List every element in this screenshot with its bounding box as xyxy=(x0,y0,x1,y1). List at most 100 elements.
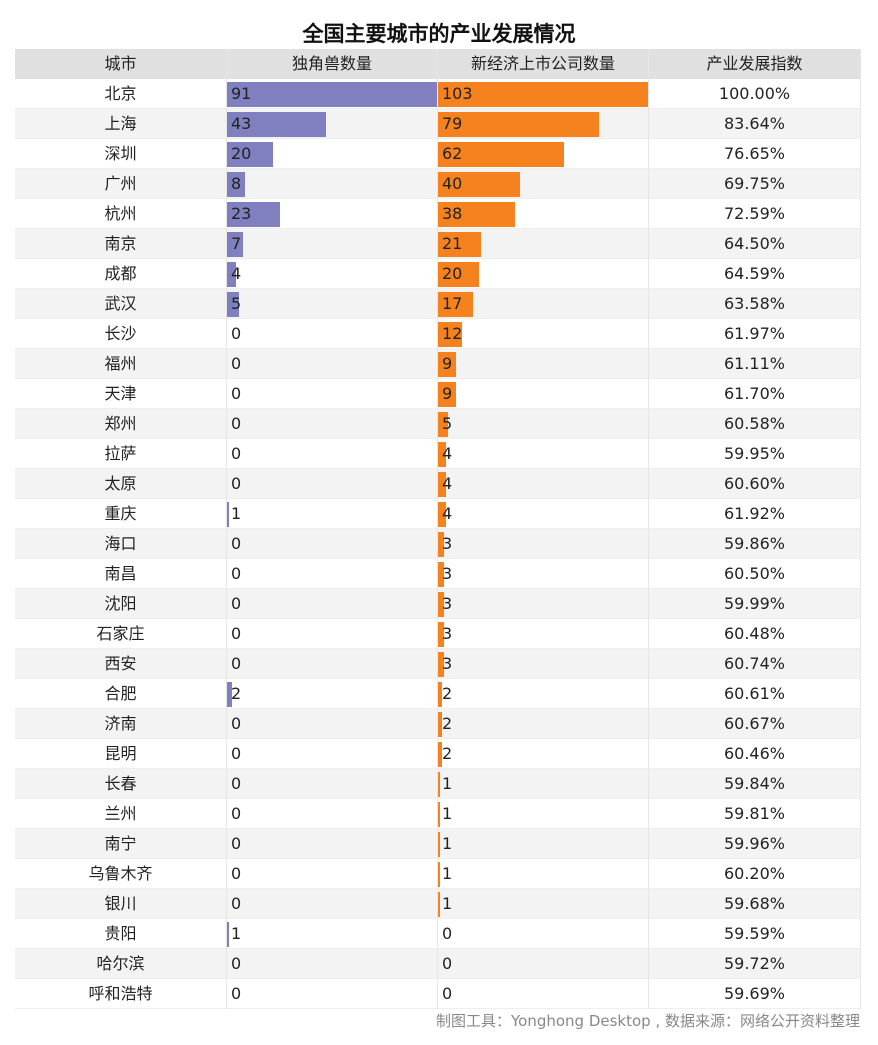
city-cell: 济南 xyxy=(15,709,227,739)
bar-value: 91 xyxy=(231,84,252,103)
city-cell: 合肥 xyxy=(15,679,227,709)
city-cell: 南京 xyxy=(15,229,227,259)
city-cell: 乌鲁木齐 xyxy=(15,859,227,889)
bar-value: 40 xyxy=(442,174,463,193)
title: 全国主要城市的产业发展情况 xyxy=(302,22,576,46)
bar-value: 4 xyxy=(442,474,453,493)
bar-cell: 0 xyxy=(227,949,438,979)
bar-value: 2 xyxy=(442,714,453,733)
bar-cell: 0 xyxy=(227,439,438,469)
table-row xyxy=(15,979,861,1009)
city-cell: 郑州 xyxy=(15,409,227,439)
bar-cell: 0 xyxy=(227,889,438,919)
bar-cell: 9 xyxy=(438,379,649,409)
bar-value: 62 xyxy=(442,144,463,163)
bar-cell: 0 xyxy=(227,319,438,349)
city-cell: 沈阳 xyxy=(15,589,227,619)
bar-cell: 0 xyxy=(227,739,438,769)
bar-cell: 0 xyxy=(438,979,649,1009)
city-cell: 西安 xyxy=(15,649,227,679)
bar-value: 20 xyxy=(231,144,252,163)
bar-cell: 3 xyxy=(438,589,649,619)
city-cell: 武汉 xyxy=(15,289,227,319)
bar-cell: 1 xyxy=(438,829,649,859)
city-cell: 贵阳 xyxy=(15,919,227,949)
data-bar xyxy=(438,352,457,377)
bar-cell: 0 xyxy=(227,559,438,589)
bar-value: 12 xyxy=(442,324,463,343)
footer: 制图工具：Yonghong Desktop , 数据来源：网络公开资料整理 xyxy=(435,1012,860,1030)
bar-value: 17 xyxy=(442,294,463,313)
bar-value: 0 xyxy=(442,984,453,1003)
data-bar xyxy=(438,412,449,437)
index-cell: 60.48% xyxy=(649,619,861,649)
bar-cell: 17 xyxy=(438,289,649,319)
bar-cell: 91 xyxy=(227,79,438,109)
index-cell: 59.81% xyxy=(649,799,861,829)
bar-value: 0 xyxy=(231,984,242,1003)
bar-cell: 0 xyxy=(227,409,438,439)
bar-cell: 2 xyxy=(438,709,649,739)
data-bar xyxy=(438,322,463,347)
column-header: 城市 xyxy=(15,49,227,79)
index-cell: 60.50% xyxy=(649,559,861,589)
index-cell: 60.74% xyxy=(649,649,861,679)
index-cell: 61.70% xyxy=(649,379,861,409)
data-bar xyxy=(438,772,441,797)
bar-value: 0 xyxy=(231,774,242,793)
index-cell: 59.96% xyxy=(649,829,861,859)
index-cell: 61.92% xyxy=(649,499,861,529)
data-bar xyxy=(438,802,441,827)
bar-cell: 0 xyxy=(227,859,438,889)
index-cell: 60.60% xyxy=(649,469,861,499)
bar-cell: 1 xyxy=(227,919,438,949)
bar-value: 0 xyxy=(231,414,242,433)
city-cell: 太原 xyxy=(15,469,227,499)
bar-cell: 0 xyxy=(438,919,649,949)
city-cell: 成都 xyxy=(15,259,227,289)
city-cell: 福州 xyxy=(15,349,227,379)
bar-value: 21 xyxy=(442,234,463,253)
data-bar xyxy=(227,112,327,137)
bar-cell: 7 xyxy=(227,229,438,259)
data-bar xyxy=(438,292,473,317)
city-cell: 广州 xyxy=(15,169,227,199)
bar-cell: 0 xyxy=(227,469,438,499)
bar-cell: 0 xyxy=(227,379,438,409)
bar-cell: 0 xyxy=(227,769,438,799)
index-cell: 59.95% xyxy=(649,439,861,469)
bar-value: 1 xyxy=(442,834,453,853)
bar-value: 0 xyxy=(231,654,242,673)
bar-cell: 0 xyxy=(227,619,438,649)
bar-cell: 43 xyxy=(227,109,438,139)
bar-cell: 5 xyxy=(438,409,649,439)
data-bar xyxy=(227,292,239,317)
bar-value: 9 xyxy=(442,384,453,403)
index-cell: 83.64% xyxy=(649,109,861,139)
data-bar xyxy=(227,922,230,947)
bar-value: 4 xyxy=(442,444,453,463)
bar-cell: 0 xyxy=(227,979,438,1009)
city-cell: 上海 xyxy=(15,109,227,139)
bar-cell: 62 xyxy=(438,139,649,169)
bar-cell: 3 xyxy=(438,649,649,679)
city-cell: 银川 xyxy=(15,889,227,919)
bar-value: 0 xyxy=(231,624,242,643)
bar-value: 0 xyxy=(231,324,242,343)
city-cell: 拉萨 xyxy=(15,439,227,469)
bar-value: 43 xyxy=(231,114,252,133)
bar-cell: 12 xyxy=(438,319,649,349)
data-bar xyxy=(438,172,520,197)
bar-cell: 20 xyxy=(227,139,438,169)
bar-cell: 4 xyxy=(438,499,649,529)
bar-cell: 40 xyxy=(438,169,649,199)
data-bar xyxy=(227,502,230,527)
bar-value: 0 xyxy=(231,834,242,853)
bar-value: 2 xyxy=(231,684,242,703)
data-bar xyxy=(227,202,281,227)
data-bar xyxy=(438,742,443,767)
index-cell: 100.00% xyxy=(649,79,861,109)
index-cell: 59.72% xyxy=(649,949,861,979)
bar-value: 8 xyxy=(231,174,242,193)
table-row xyxy=(15,949,861,979)
